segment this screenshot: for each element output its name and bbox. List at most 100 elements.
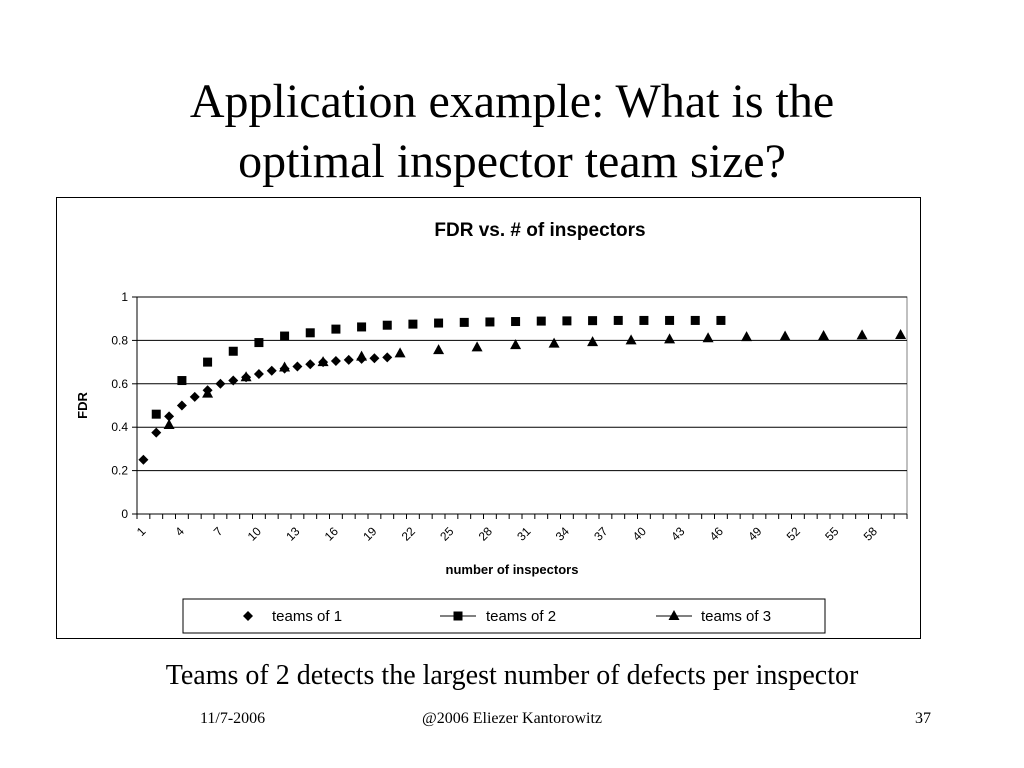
point-teams-of-3 xyxy=(702,332,714,343)
x-tick-label: 43 xyxy=(668,524,688,544)
x-tick-label: 52 xyxy=(784,524,804,544)
x-tick-label: 34 xyxy=(553,524,573,544)
legend-marker-teams-of-2 xyxy=(453,611,463,621)
slide-title-line-2: optimal inspector team size? xyxy=(238,135,786,188)
point-teams-of-3 xyxy=(664,333,676,344)
point-teams-of-2 xyxy=(228,346,238,356)
y-axis-label: FDR xyxy=(75,392,90,419)
point-teams-of-1 xyxy=(253,369,264,380)
slide-title: Application example: What is the optimal… xyxy=(0,72,1024,192)
x-tick-label: 49 xyxy=(745,524,765,544)
y-tick-label: 0.4 xyxy=(111,420,128,434)
point-teams-of-3 xyxy=(279,361,291,372)
slide-title-line-1: Application example: What is the xyxy=(189,75,835,128)
x-tick-label: 28 xyxy=(476,524,496,544)
x-tick-label: 4 xyxy=(172,524,187,539)
point-teams-of-2 xyxy=(408,319,418,329)
point-teams-of-3 xyxy=(741,331,753,342)
legend-marker-teams-of-3 xyxy=(668,610,680,620)
point-teams-of-1 xyxy=(189,391,200,402)
point-teams-of-3 xyxy=(202,387,214,398)
x-tick-label: 13 xyxy=(283,524,303,544)
y-tick-label: 0.8 xyxy=(111,333,128,347)
footer-date: 11/7-2006 xyxy=(200,710,266,727)
y-tick-label: 0.2 xyxy=(111,464,128,478)
point-teams-of-2 xyxy=(511,317,521,327)
point-teams-of-2 xyxy=(357,322,367,332)
x-tick-label: 46 xyxy=(707,524,727,544)
point-teams-of-2 xyxy=(716,315,726,325)
x-tick-label: 22 xyxy=(399,524,419,544)
point-teams-of-1 xyxy=(138,454,149,465)
point-teams-of-1 xyxy=(228,375,239,386)
point-teams-of-2 xyxy=(536,316,546,326)
point-teams-of-1 xyxy=(176,400,187,411)
legend xyxy=(182,598,826,634)
point-teams-of-1 xyxy=(215,378,226,389)
point-teams-of-2 xyxy=(562,316,572,326)
point-teams-of-2 xyxy=(665,315,675,325)
point-teams-of-3 xyxy=(856,329,868,340)
point-teams-of-2 xyxy=(177,376,187,386)
point-teams-of-2 xyxy=(305,328,315,338)
point-teams-of-3 xyxy=(356,350,368,361)
legend-marker-teams-of-1 xyxy=(243,611,253,621)
chart-title: FDR vs. # of inspectors xyxy=(434,220,645,241)
x-tick-label: 58 xyxy=(861,524,881,544)
point-teams-of-3 xyxy=(433,344,445,355)
point-teams-of-2 xyxy=(613,315,623,325)
point-teams-of-3 xyxy=(548,337,560,348)
legend-label-teams-of-2: teams of 2 xyxy=(486,608,556,625)
y-tick-label: 0 xyxy=(121,507,128,521)
x-tick-label: 7 xyxy=(211,524,226,539)
point-teams-of-2 xyxy=(459,317,469,327)
point-teams-of-3 xyxy=(818,330,830,341)
point-teams-of-3 xyxy=(587,336,599,347)
x-tick-label: 16 xyxy=(322,524,342,544)
chart-frame xyxy=(56,197,921,639)
point-teams-of-3 xyxy=(510,339,522,350)
point-teams-of-2 xyxy=(280,331,290,341)
point-teams-of-2 xyxy=(690,315,700,325)
point-teams-of-2 xyxy=(254,338,264,348)
point-teams-of-3 xyxy=(394,347,406,358)
point-teams-of-2 xyxy=(331,324,341,334)
point-teams-of-2 xyxy=(639,315,649,325)
point-teams-of-2 xyxy=(485,317,495,327)
point-teams-of-1 xyxy=(266,365,277,376)
footer-page-number: 37 xyxy=(915,710,931,727)
point-teams-of-3 xyxy=(471,341,483,352)
point-teams-of-3 xyxy=(317,356,329,367)
slide-caption: Teams of 2 detects the largest number of… xyxy=(165,660,859,691)
x-tick-label: 19 xyxy=(360,524,380,544)
point-teams-of-2 xyxy=(434,318,444,328)
point-teams-of-1 xyxy=(164,411,175,422)
legend-label-teams-of-3: teams of 3 xyxy=(701,608,771,625)
point-teams-of-2 xyxy=(588,316,598,326)
point-teams-of-1 xyxy=(343,354,354,365)
y-tick-label: 1 xyxy=(121,290,128,304)
plot-area xyxy=(136,296,908,515)
x-tick-label: 10 xyxy=(245,524,265,544)
fdr-chart: FDR vs. # of inspectors 0 0.2 0.4 0.6 0.8 1 1 4 7… xyxy=(75,220,908,634)
point-teams-of-2 xyxy=(203,357,213,367)
point-teams-of-1 xyxy=(292,361,303,372)
point-teams-of-3 xyxy=(625,334,637,345)
point-teams-of-3 xyxy=(779,330,791,341)
point-teams-of-3 xyxy=(163,419,175,430)
point-teams-of-1 xyxy=(382,352,393,363)
x-axis-label: number of inspectors xyxy=(446,562,579,577)
y-tick-label: 0.6 xyxy=(111,377,128,391)
x-tick-label: 37 xyxy=(591,524,611,544)
x-tick-label: 40 xyxy=(630,524,650,544)
legend-label-teams-of-1: teams of 1 xyxy=(272,608,342,625)
footer-copyright: @2006 Eliezer Kantorowitz xyxy=(421,710,602,727)
x-tick-label: 31 xyxy=(514,524,534,544)
point-teams-of-2 xyxy=(151,409,161,419)
point-teams-of-1 xyxy=(151,427,162,438)
point-teams-of-1 xyxy=(305,359,316,370)
point-teams-of-2 xyxy=(382,320,392,330)
x-tick-label: 25 xyxy=(437,524,457,544)
x-tick-label: 55 xyxy=(822,524,842,544)
point-teams-of-3 xyxy=(895,328,907,339)
